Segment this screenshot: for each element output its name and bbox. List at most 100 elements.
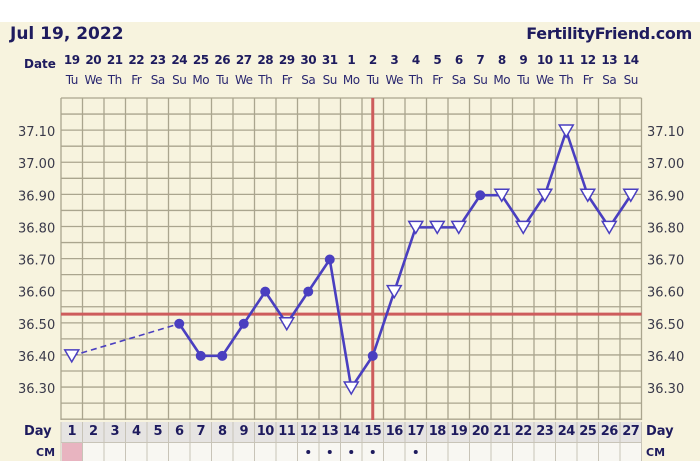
cm-dot-icon[interactable]	[327, 450, 332, 454]
temp-point-open[interactable]	[342, 381, 360, 396]
weekday-label: Tu	[65, 73, 79, 87]
weekday-label: Sa	[150, 73, 165, 87]
temp-point-filled[interactable]	[238, 318, 249, 329]
weekday-label: We	[234, 73, 253, 87]
y-tick-right: 36.40	[647, 350, 684, 365]
cm-dot-icon[interactable]	[413, 450, 418, 454]
cycle-day-number[interactable]: 24	[557, 424, 576, 439]
date-number: 26	[214, 53, 231, 67]
cycle-day-number[interactable]: 1	[67, 424, 77, 439]
cm-dot-icon[interactable]	[370, 450, 375, 454]
cycle-day-number[interactable]: 10	[256, 424, 275, 439]
weekday-label: Mo	[493, 73, 511, 87]
date-number: 29	[278, 53, 295, 67]
temp-point-open[interactable]	[278, 317, 296, 332]
y-tick-right: 36.30	[647, 382, 684, 397]
cycle-day-number[interactable]: 18	[428, 424, 447, 439]
cycle-day-number[interactable]: 19	[450, 424, 468, 439]
y-tick-right: 36.60	[647, 286, 684, 301]
weekday-label: Th	[258, 73, 273, 87]
cycle-day-number[interactable]: 23	[536, 424, 554, 439]
date-number: 14	[622, 53, 639, 67]
brand-logo[interactable]: FertilityFriend.com	[526, 24, 692, 43]
cycle-day-number[interactable]: 6	[174, 424, 184, 439]
cycle-day-number[interactable]: 5	[153, 424, 163, 439]
y-tick-left: 37.00	[18, 157, 55, 172]
weekday-label: Fr	[281, 73, 292, 87]
y-tick-left: 36.80	[18, 221, 55, 236]
temp-point-open[interactable]	[557, 124, 575, 139]
cycle-day-number[interactable]: 22	[514, 424, 533, 439]
cycle-day-number[interactable]: 9	[239, 424, 249, 439]
temp-point-filled[interactable]	[174, 318, 185, 329]
cycle-day-number[interactable]: 12	[299, 424, 318, 439]
date-number: 13	[601, 53, 618, 67]
temp-point-open[interactable]	[407, 220, 425, 235]
temp-point-open[interactable]	[536, 188, 554, 203]
date-number: 5	[433, 53, 442, 67]
temp-point-open[interactable]	[514, 220, 532, 235]
y-tick-left: 36.70	[18, 254, 55, 269]
temp-point-open[interactable]	[428, 220, 446, 235]
weekday-label: Mo	[342, 73, 360, 87]
temp-point-filled[interactable]	[367, 350, 378, 361]
cm-label-left: CM	[36, 446, 56, 459]
cycle-day-number[interactable]: 25	[579, 424, 597, 439]
temp-point-open[interactable]	[450, 220, 468, 235]
cycle-day-number[interactable]: 4	[131, 424, 141, 439]
temp-point-open[interactable]	[63, 349, 81, 364]
weekday-label: Fr	[432, 73, 443, 87]
cycle-day-number[interactable]: 20	[471, 424, 490, 439]
cycle-day-number[interactable]: 27	[622, 424, 640, 439]
temp-point-filled[interactable]	[217, 350, 228, 361]
date-number: 21	[106, 53, 123, 67]
cycle-day-number[interactable]: 11	[278, 424, 296, 439]
date-number: 30	[300, 53, 317, 67]
weekday-label: Fr	[131, 73, 142, 87]
date-number: 20	[85, 53, 102, 67]
temp-point-open[interactable]	[600, 220, 618, 235]
temp-point-open[interactable]	[493, 188, 511, 203]
weekday-label: Sa	[602, 73, 617, 87]
date-number: 10	[536, 53, 553, 67]
temp-point-filled[interactable]	[195, 350, 206, 361]
weekday-label: We	[84, 73, 103, 87]
y-tick-left: 36.30	[18, 382, 55, 397]
cycle-day-number[interactable]: 16	[385, 424, 404, 439]
temp-point-open[interactable]	[385, 284, 403, 300]
temp-point-open[interactable]	[579, 188, 597, 203]
weekday-label: Th	[107, 73, 122, 87]
y-tick-right: 36.80	[647, 221, 684, 236]
y-tick-right: 37.00	[647, 157, 684, 172]
cycle-day-number[interactable]: 7	[196, 424, 206, 439]
day-row	[61, 422, 641, 442]
cycle-day-number[interactable]: 3	[110, 424, 120, 439]
date-row-label: Date	[24, 57, 56, 71]
weekday-label: Fr	[582, 73, 593, 87]
cycle-day-number[interactable]: 26	[600, 424, 619, 439]
temp-point-filled[interactable]	[324, 254, 335, 265]
cycle-day-number[interactable]: 21	[493, 424, 511, 439]
chart-date-title: Jul 19, 2022	[10, 24, 124, 44]
cycle-day-number[interactable]: 15	[364, 424, 382, 439]
date-number: 19	[63, 53, 80, 67]
y-tick-left: 36.40	[18, 350, 55, 365]
temp-point-filled[interactable]	[303, 286, 314, 297]
date-number: 9	[519, 53, 528, 67]
cm-dot-icon[interactable]	[306, 450, 311, 454]
weekday-label: We	[385, 73, 404, 87]
cm-cell-highlight[interactable]	[62, 443, 83, 461]
cycle-day-number[interactable]: 17	[407, 424, 425, 439]
date-number: 22	[128, 53, 145, 67]
cycle-day-number[interactable]: 2	[88, 424, 98, 439]
cm-dot-icon[interactable]	[349, 450, 354, 454]
date-number: 3	[390, 53, 399, 67]
cycle-day-number[interactable]: 13	[321, 424, 339, 439]
cycle-day-number[interactable]: 8	[217, 424, 227, 439]
weekday-label: We	[535, 73, 554, 87]
temp-point-filled[interactable]	[475, 190, 486, 201]
temp-point-open[interactable]	[622, 188, 640, 203]
cycle-day-number[interactable]: 14	[342, 424, 361, 439]
temp-point-filled[interactable]	[260, 286, 271, 297]
